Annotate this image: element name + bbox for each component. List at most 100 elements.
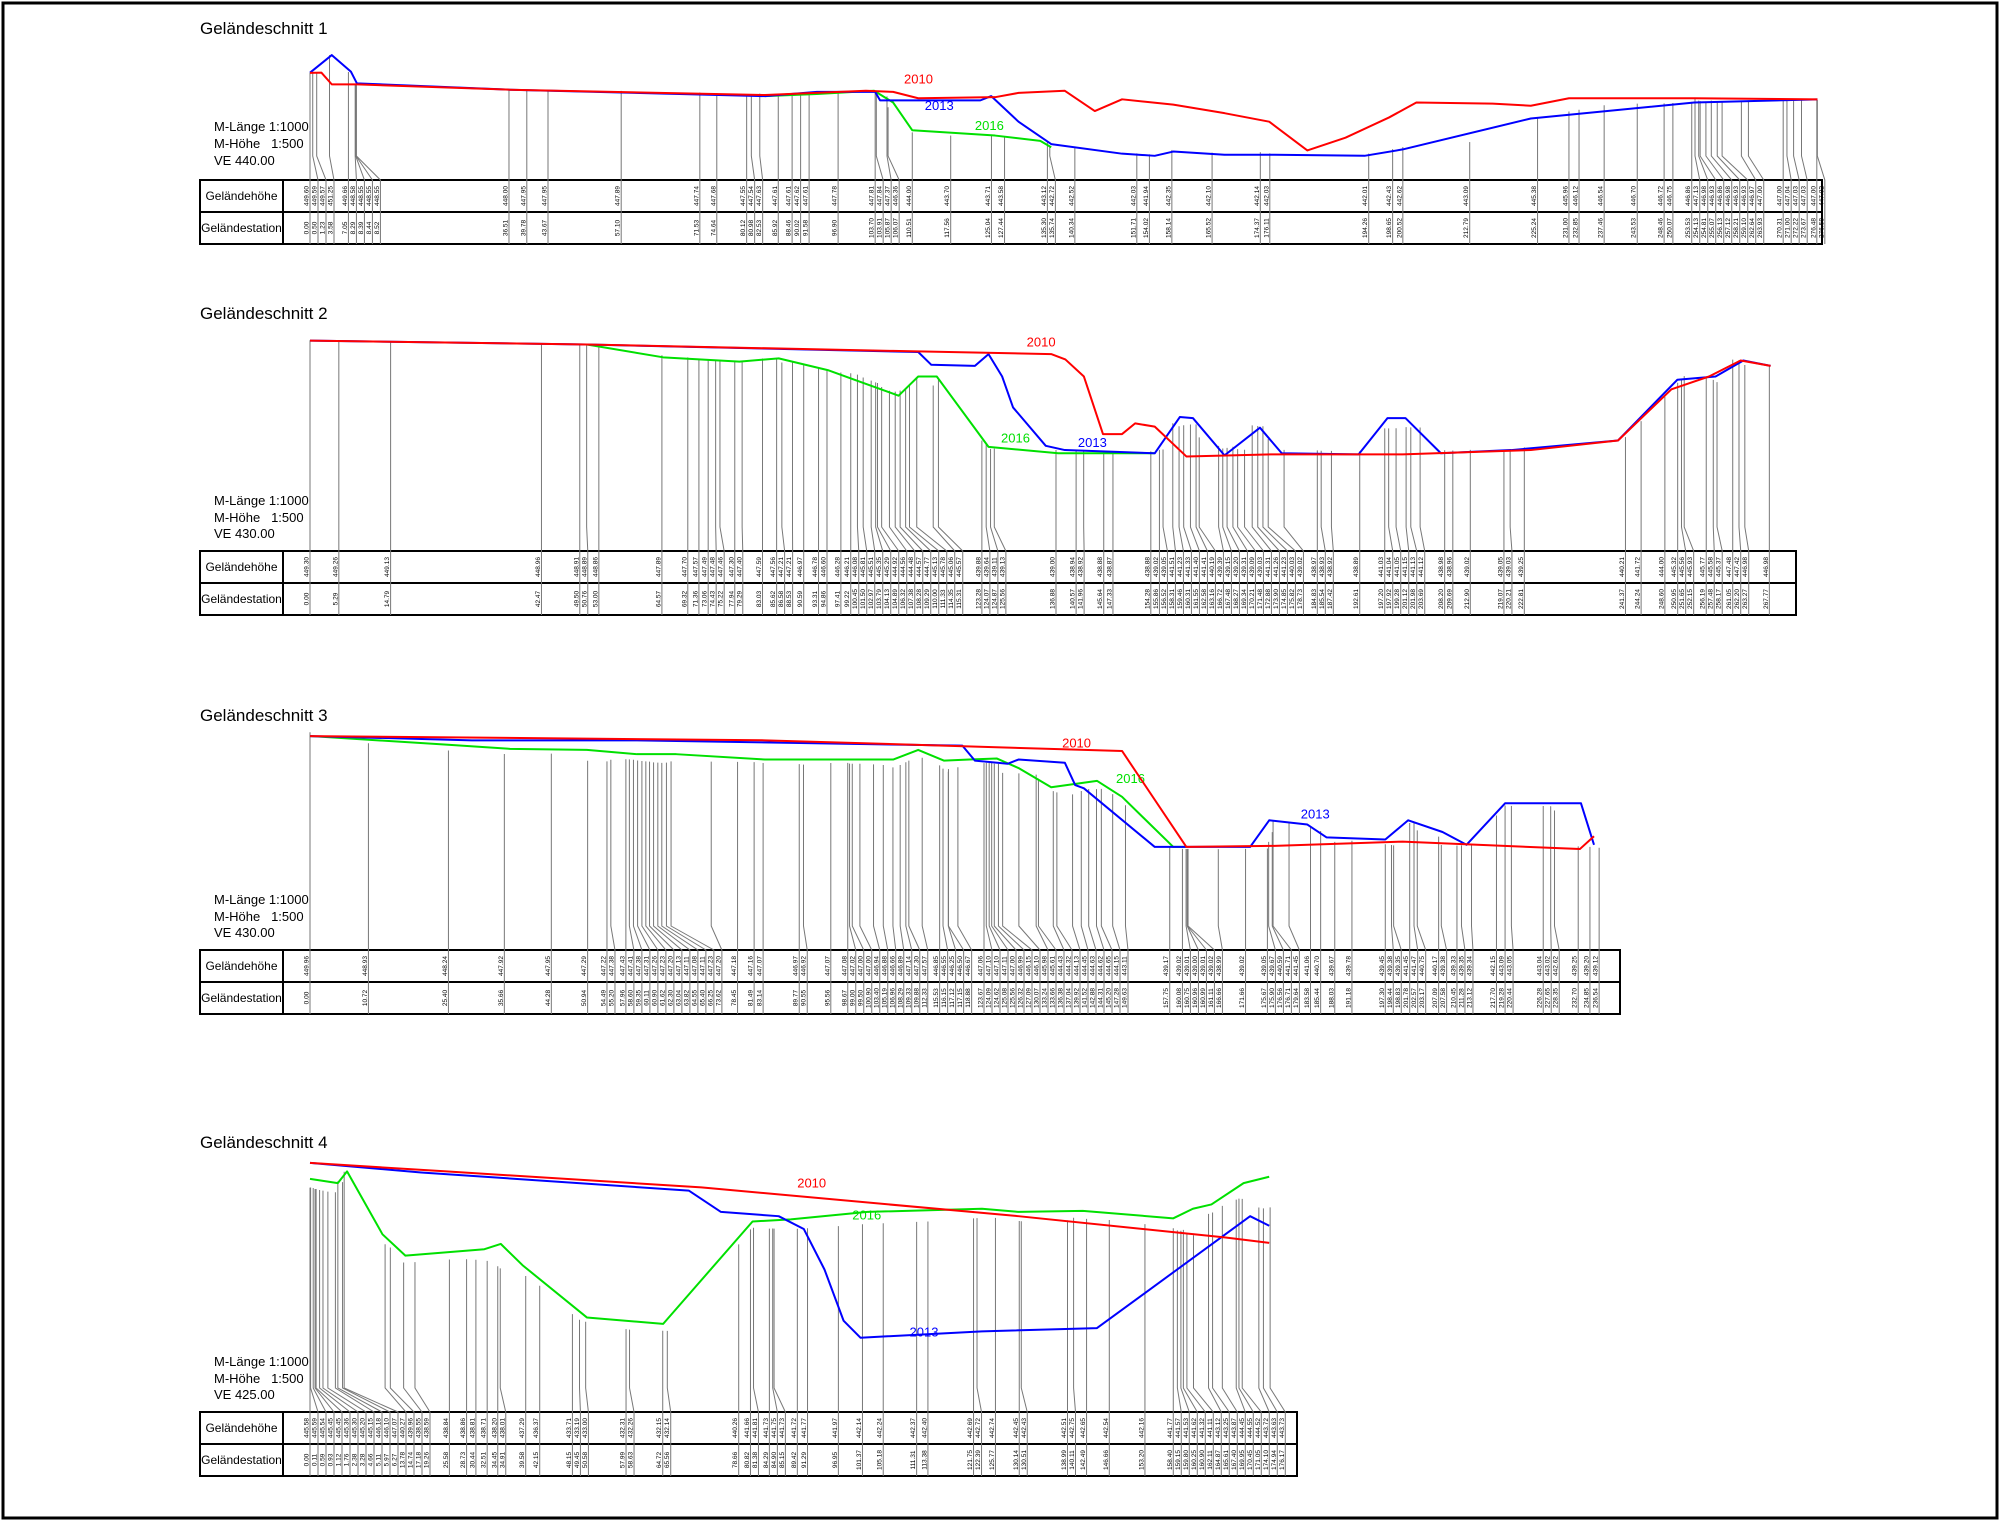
station-value: 171.48 (1257, 589, 1264, 609)
profile-title: Geländeschnitt 4 (200, 1133, 328, 1152)
station-line (499, 1268, 507, 1476)
station-value: 5.11 (376, 1454, 383, 1467)
elevation-value: 446.67 (965, 956, 972, 976)
station-value: 105.18 (877, 1450, 884, 1470)
station-line (1182, 1229, 1198, 1476)
station-value: 85.15 (779, 1451, 786, 1468)
station-value: 139.92 (1074, 988, 1081, 1008)
station-value: 172.88 (1265, 589, 1272, 609)
station-value: 164.87 (1215, 1450, 1222, 1470)
elevation-value: 446.98 (1763, 557, 1770, 577)
elevation-value: 445.56 (1679, 557, 1686, 577)
station-value: 112.33 (921, 988, 928, 1008)
elevation-value: 439.35 (1395, 956, 1402, 976)
elevation-value: 447.48 (710, 557, 717, 577)
elevation-value: 442.43 (1386, 186, 1393, 206)
elevation-value: 439.12 (1593, 956, 1600, 976)
station-value: 159.15 (1175, 1450, 1182, 1470)
station-value: 208.20 (1438, 589, 1445, 609)
profiles: Geländeschnitt 1 M-Länge 1:1000 M-Höhe 1:5… (199, 19, 1826, 1477)
station-line (319, 1189, 351, 1476)
elevation-value: 438.88 (1097, 557, 1104, 577)
station-value: 154.28 (1144, 589, 1151, 609)
elevation-value: 439.01 (1200, 956, 1207, 976)
station-value: 252.15 (1687, 589, 1694, 609)
station-value: 106.96 (889, 988, 896, 1008)
station-value: 256.13 (1717, 218, 1724, 238)
station-value: 272.22 (1793, 218, 1800, 238)
station-value: 79.29 (736, 590, 743, 607)
elevation-value: 445.45 (328, 1418, 335, 1438)
elevation-value: 432.31 (620, 1418, 627, 1438)
station-value: 78.45 (731, 989, 738, 1006)
station-value: 83.03 (756, 590, 763, 607)
elevation-value: 447.07 (392, 1418, 399, 1438)
station-value: 210.45 (1450, 988, 1457, 1008)
elevation-value: 439.67 (1328, 956, 1335, 976)
elevation-value: 439.02 (1297, 557, 1304, 577)
station-line (1198, 437, 1216, 615)
station-line (1237, 449, 1256, 615)
station-value: 101.50 (860, 589, 867, 609)
elevation-value: 441.62 (1191, 1418, 1198, 1438)
station-line (342, 1182, 391, 1476)
station-value: 174.85 (1281, 589, 1288, 609)
station-value: 19.26 (424, 1451, 431, 1468)
elevation-value: 445.93 (1687, 557, 1694, 577)
station-line (1740, 100, 1757, 244)
station-line (1232, 446, 1248, 615)
station-line (1694, 98, 1701, 244)
station-line (862, 377, 868, 615)
elevation-value: 442.15 (1490, 956, 1497, 976)
elevation-value: 438.97 (1311, 557, 1318, 577)
station-value: 198.44 (1387, 988, 1394, 1008)
elevation-value: 444.13 (1074, 956, 1081, 976)
elevation-value: 443.73 (1279, 1418, 1286, 1438)
station-line (1235, 1199, 1246, 1476)
station-value: 0.00 (304, 1453, 311, 1466)
station-line (1738, 360, 1742, 615)
station-value: 145.20 (1106, 988, 1113, 1008)
elevation-value: 446.18 (376, 1418, 383, 1438)
station-line (1244, 449, 1264, 615)
station-value: 8.29 (350, 221, 357, 234)
elevation-value: 446.97 (797, 557, 804, 577)
station-line (312, 72, 319, 244)
elevation-value: 445.57 (956, 557, 963, 577)
station-value: 88.46 (786, 219, 793, 236)
station-value: 115.31 (956, 589, 963, 609)
station-value: 118.88 (965, 988, 972, 1008)
station-value: 111.33 (940, 589, 947, 608)
station-value: 232.70 (1572, 988, 1579, 1008)
elevation-value: 448.00 (502, 186, 509, 206)
profile-2: Geländeschnitt 2 M-Länge 1:1000 M-Höhe 1:5… (199, 304, 1797, 616)
station-line (1080, 790, 1089, 1014)
station-value: 74.43 (710, 590, 717, 607)
station-line (322, 1190, 359, 1476)
station-line (916, 377, 948, 615)
elevation-value: 448.55 (366, 186, 373, 206)
station-value: 89.77 (793, 989, 800, 1006)
elevation-value: 445.51 (868, 557, 875, 577)
station-value: 124.87 (991, 589, 998, 609)
elevation-value: 447.00 (1757, 186, 1764, 206)
elevation-value: 438.92 (1078, 557, 1085, 577)
station-value: 2.38 (352, 1453, 359, 1466)
elevation-value: 441.15 (1402, 557, 1409, 577)
station-value: 130.07 (1034, 988, 1041, 1008)
station-value: 74.64 (710, 219, 717, 236)
elevation-value: 444.56 (900, 557, 907, 577)
elevation-value: 441.40 (1193, 557, 1200, 577)
station-value: 101.37 (856, 1450, 863, 1470)
station-value: 39.78 (520, 219, 527, 236)
station-value: 141.96 (1078, 589, 1085, 609)
station-value: 219.28 (1499, 988, 1506, 1008)
station-value: 53.00 (592, 590, 599, 607)
terrain-line-2013 (309, 339, 1771, 457)
elevation-value: 439.03 (1257, 557, 1264, 577)
elevation-value: 440.59 (1277, 956, 1284, 976)
elevation-value: 447.40 (736, 557, 743, 577)
elevation-value: 444.00 (906, 186, 913, 206)
elevation-value: 444.63 (1090, 956, 1097, 976)
elevation-value: 439.17 (1163, 956, 1170, 976)
